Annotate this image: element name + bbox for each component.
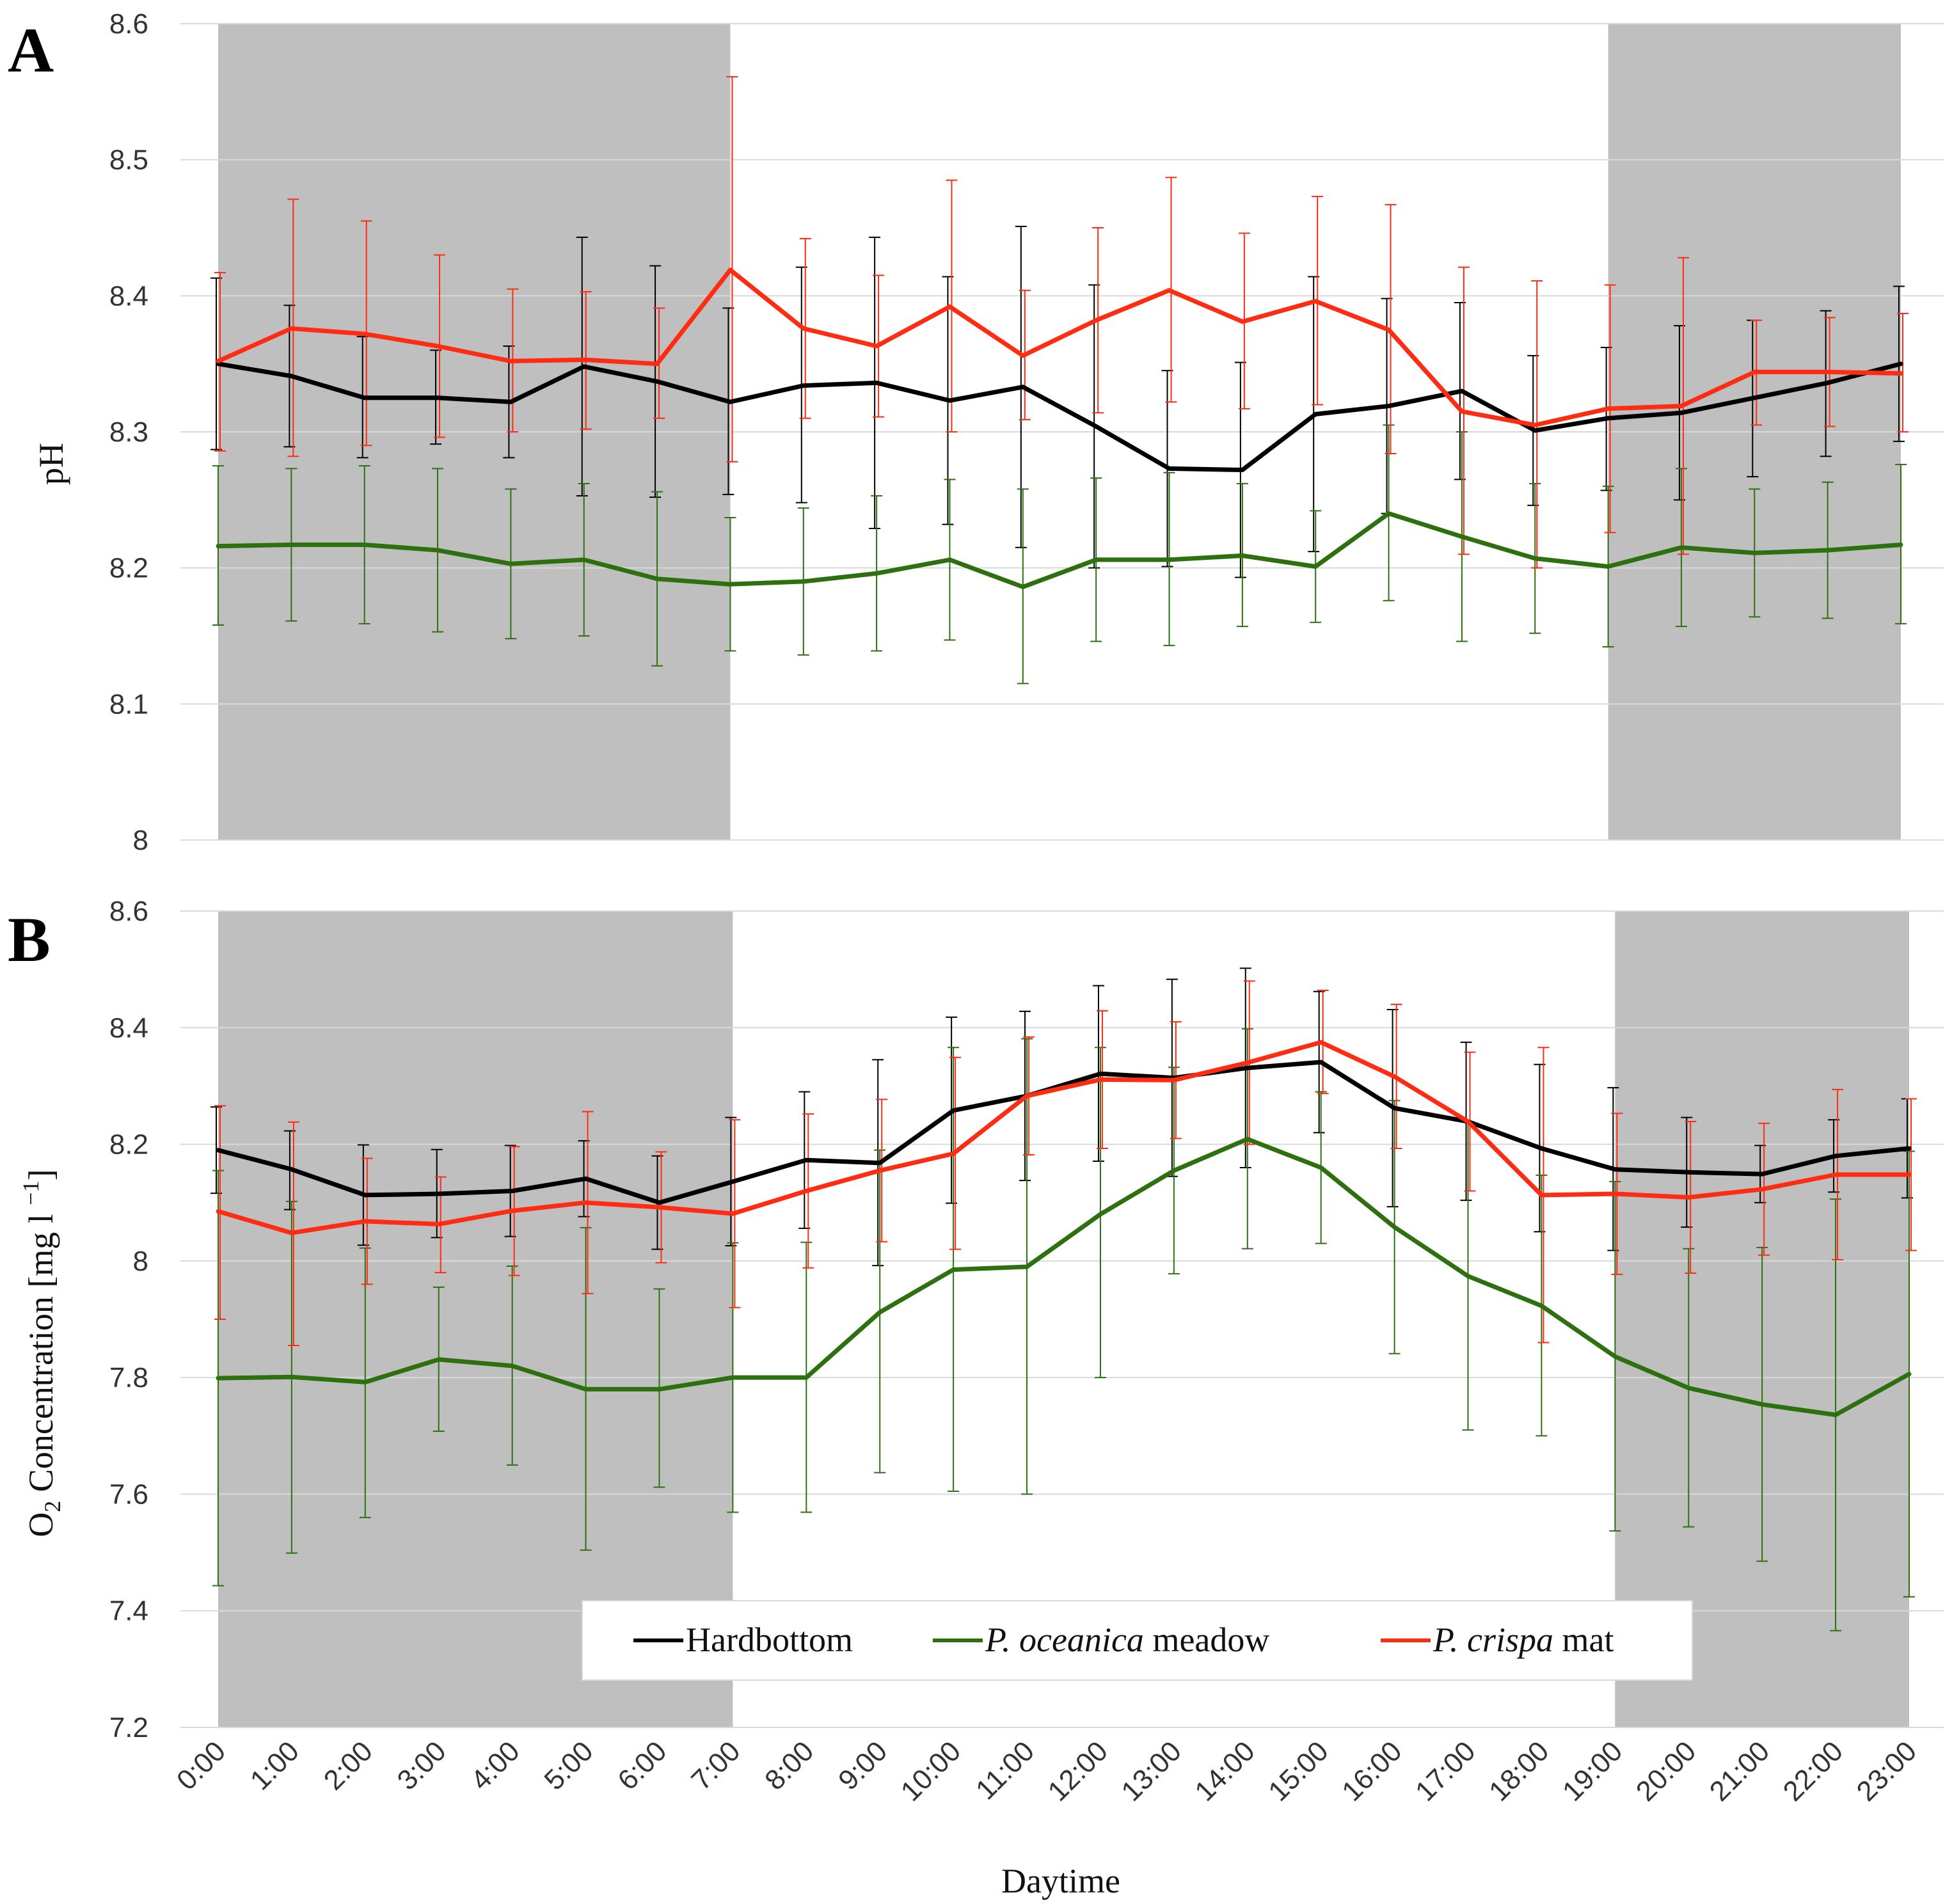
x-axis-tick-labels: 0:00 1:00 2:00 3:00 4:00 5:00 6:00 7:00 8:00 9:00… <box>171 1735 1923 1807</box>
y-tick-label: 8.2 <box>109 1129 148 1161</box>
legend-label-oceanica: P. oceanica meadow <box>985 1621 1269 1659</box>
panel-b-y-axis-title: O2 Concentration [mg l −1] <box>18 1169 65 1537</box>
x-tick-label: 8:00 <box>759 1735 820 1796</box>
panel-a-y-axis-title: pH <box>32 443 70 485</box>
y-tick-label: 8.3 <box>109 416 148 448</box>
legend: Hardbottom P. oceanica meadow P. crispa … <box>582 1600 1693 1681</box>
panel-a-series-lines <box>216 267 1903 589</box>
y-tick-label: 8.4 <box>109 280 148 312</box>
x-tick-label: 1:00 <box>244 1735 305 1796</box>
x-tick-label: 17:00 <box>1409 1735 1482 1807</box>
x-tick-label: 3:00 <box>392 1735 452 1796</box>
y-tick-label: 8.2 <box>109 553 148 584</box>
y-tick-label: 7.6 <box>109 1479 148 1510</box>
x-tick-label: 21:00 <box>1704 1735 1776 1807</box>
x-tick-label: 15:00 <box>1262 1735 1335 1807</box>
y-tick-label: 8.6 <box>109 8 148 40</box>
legend-oceanica-species: P. oceanica <box>985 1621 1144 1659</box>
panel-b-series-lines <box>216 1040 1912 1417</box>
x-tick-label: 19:00 <box>1557 1735 1629 1807</box>
y-tick-label: 7.4 <box>109 1596 148 1627</box>
y-title-middle: Concentration [mg l <box>22 1205 60 1501</box>
legend-label-crispa: P. crispa mat <box>1432 1621 1614 1659</box>
x-tick-label: 20:00 <box>1630 1735 1702 1807</box>
x-tick-label: 16:00 <box>1336 1735 1408 1807</box>
series-line-oceanica <box>216 511 1903 589</box>
x-tick-label: 22:00 <box>1777 1735 1850 1807</box>
series-line-hardbottom <box>216 1059 1912 1205</box>
x-tick-label: 9:00 <box>832 1735 893 1796</box>
series-line-hardbottom <box>216 361 1903 472</box>
panel-b-y-ticks: 7.2 7.4 7.6 7.8 8 8.2 8.4 8.6 <box>109 896 148 1743</box>
x-tick-label: 10:00 <box>895 1735 967 1807</box>
panel-a-gridlines <box>180 23 1944 841</box>
x-tick-label: 18:00 <box>1483 1735 1555 1807</box>
y-tick-label: 8.1 <box>109 688 148 720</box>
series-line-crispa <box>216 267 1903 427</box>
panel-b-letter: B <box>8 904 51 975</box>
legend-label-hardbottom: Hardbottom <box>686 1621 853 1659</box>
y-title-subscript: 2 <box>40 1501 65 1512</box>
y-tick-label: 7.2 <box>109 1712 148 1743</box>
panel-b-gridlines <box>180 910 1944 1728</box>
x-tick-label: 0:00 <box>171 1735 232 1796</box>
x-tick-label: 13:00 <box>1115 1735 1187 1807</box>
x-tick-label: 23:00 <box>1851 1735 1923 1807</box>
x-tick-label: 11:00 <box>970 1735 1040 1805</box>
panel-b-chart: 7.2 7.4 7.6 7.8 8 8.2 8.4 8.6 B O2 Concentratio… <box>8 896 1944 1743</box>
x-tick-label: 7:00 <box>685 1735 746 1796</box>
panel-a-chart: 8 8.1 8.2 8.3 8.4 8.5 8.6 A pH <box>8 8 1944 856</box>
panel-a-letter: A <box>8 15 54 86</box>
y-tick-label: 8.5 <box>109 145 148 176</box>
legend-box <box>582 1600 1693 1681</box>
series-line-oceanica <box>216 1136 1912 1417</box>
y-title-superscript: −1 <box>18 1180 44 1205</box>
panel-a-y-ticks: 8 8.1 8.2 8.3 8.4 8.5 8.6 <box>109 8 148 856</box>
series-line-crispa <box>216 1040 1912 1235</box>
y-title-end: ] <box>22 1169 60 1180</box>
x-tick-label: 12:00 <box>1042 1735 1115 1807</box>
x-tick-label: 2:00 <box>318 1735 379 1796</box>
x-tick-label: 5:00 <box>538 1735 599 1796</box>
panel-b-night-shading <box>218 911 1909 1727</box>
y-tick-label: 8.6 <box>109 896 148 927</box>
x-tick-label: 6:00 <box>612 1735 672 1796</box>
y-tick-label: 8 <box>133 825 148 856</box>
x-axis-title: Daytime <box>1001 1862 1120 1900</box>
x-tick-label: 14:00 <box>1189 1735 1261 1807</box>
y-title-o: O <box>22 1512 60 1537</box>
y-tick-label: 8.4 <box>109 1012 148 1043</box>
y-tick-label: 7.8 <box>109 1362 148 1393</box>
legend-crispa-habitat: mat <box>1553 1621 1614 1659</box>
legend-crispa-species: P. crispa <box>1432 1621 1553 1659</box>
night-shading-band-1 <box>218 911 733 1727</box>
y-tick-label: 8 <box>133 1246 148 1277</box>
x-tick-label: 4:00 <box>465 1735 526 1796</box>
legend-oceanica-habitat: meadow <box>1144 1621 1269 1659</box>
